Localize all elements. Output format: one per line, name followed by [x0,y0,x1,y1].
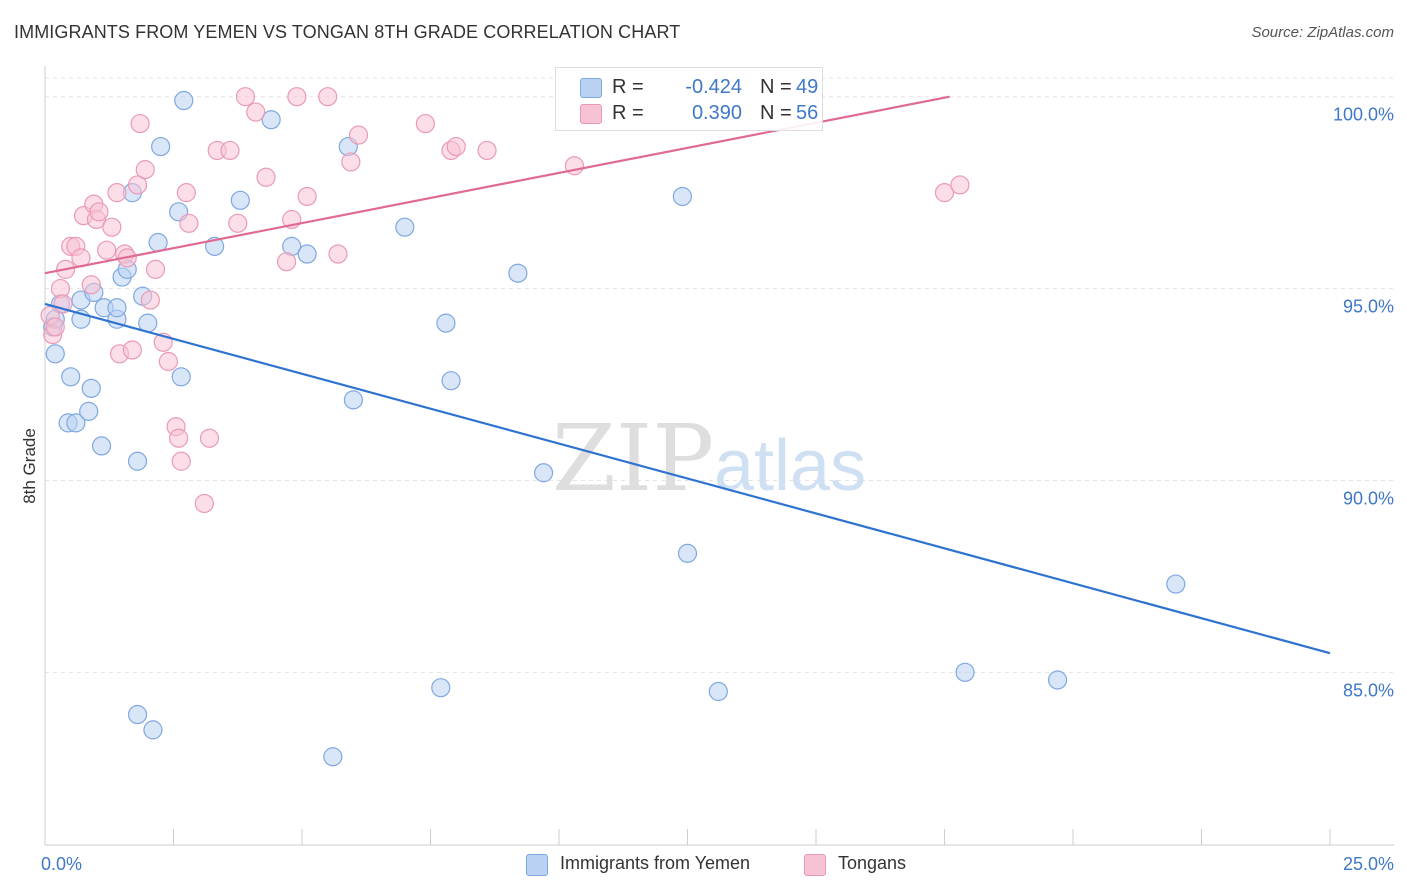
legend-label-tongans: Tongans [838,853,907,873]
point-yemen [81,378,101,398]
point-tongan [950,175,970,195]
point-tongan [348,125,369,145]
axes [44,66,1394,846]
point-tongan [276,252,297,272]
point-yemen [395,217,415,237]
point-tongan [194,493,214,514]
stats-legend-box: R = -0.424 N = 49 R = 0.390 N = 56 [555,67,823,131]
stats-r-value: 0.390 [691,102,742,124]
watermark: ZIP atlas [552,405,866,512]
point-yemen [1047,670,1068,690]
point-tongan [318,87,338,107]
point-yemen [343,390,363,410]
stats-n-value: 56 [796,102,819,124]
trend-line-yemen [44,302,1331,655]
point-tongan [415,113,435,134]
point-tongan [477,140,497,161]
point-yemen [1166,574,1186,594]
trend-lines [44,95,1331,655]
stats-n-value: 49 [796,76,819,98]
point-yemen [533,463,554,483]
point-tongan [176,183,196,203]
point-tongan [145,259,166,279]
point-yemen [127,451,148,471]
point-yemen [677,543,698,563]
watermark-zip: ZIP [552,405,714,512]
point-yemen [127,704,148,725]
point-yemen [91,436,112,456]
point-yemen [431,678,451,698]
point-yemen [708,681,728,702]
point-tongan [246,102,266,122]
point-tongan [287,87,307,107]
point-tongan [97,240,117,260]
point-tongan [934,183,955,203]
point-tongan [297,186,317,207]
point-yemen [323,747,343,767]
point-tongan [130,113,150,134]
source-credit: Source: ZipAtlas.com [1251,24,1394,41]
point-tongan [135,160,155,180]
point-tongan [169,428,189,448]
legend-swatch-tongans [804,854,826,876]
chart-title: IMMIGRANTS FROM YEMEN VS TONGAN 8TH GRAD… [14,22,681,42]
point-tongan [158,351,178,372]
y-tick-label: 100.0% [1333,105,1394,125]
watermark-atlas: atlas [714,426,866,506]
point-yemen [174,90,194,111]
point-tongan [45,317,65,337]
point-tongan [81,275,101,295]
stats-r-value: -0.424 [685,76,742,98]
point-yemen [66,413,86,433]
tick-labels: 85.0% 90.0% 95.0% 100.0% 0.0% 25.0% [41,105,1394,874]
point-yemen [151,136,171,157]
point-tongan [89,202,109,222]
stats-swatch-yemen [580,78,602,98]
point-tongan [228,213,248,233]
point-tongan [171,451,191,471]
point-yemen [107,298,127,318]
x-tick-label: 25.0% [1343,854,1394,874]
legend-label-yemen: Immigrants from Yemen [560,853,751,873]
point-yemen [508,263,528,283]
point-yemen [955,662,975,682]
point-tongan [102,217,122,237]
point-yemen [61,367,81,387]
point-yemen [143,720,163,740]
point-yemen [672,186,692,207]
point-yemen [171,367,191,387]
point-tongan [107,183,127,203]
stats-n-label: N = [760,76,792,98]
point-tongan [179,213,199,233]
point-yemen [436,313,456,333]
point-tongan [328,244,348,264]
stats-r-label: R = [612,102,644,124]
y-tick-label: 85.0% [1343,680,1394,700]
point-yemen [45,344,65,364]
x-tick-label: 0.0% [41,854,82,874]
point-yemen [261,110,281,130]
legend-swatch-yemen [526,854,548,876]
point-yemen [230,190,250,210]
point-tongan [140,290,160,310]
point-tongan [341,152,361,172]
stats-n-label: N = [760,102,792,124]
stats-r-label: R = [612,76,644,98]
y-tick-label: 95.0% [1343,297,1394,317]
point-tongan [199,428,220,448]
grid-lines [45,77,1394,673]
point-yemen [79,401,99,421]
point-tongan [446,136,466,157]
y-axis-label: 8th Grade [20,428,39,504]
point-yemen [297,244,317,264]
point-tongan [127,175,148,195]
point-tongan [220,140,240,161]
y-tick-label: 90.0% [1343,488,1394,508]
stats-swatch-tongans [580,104,602,124]
point-tongan [122,340,142,360]
point-tongan [256,167,276,187]
point-yemen [441,371,461,391]
point-tongan [235,87,256,107]
